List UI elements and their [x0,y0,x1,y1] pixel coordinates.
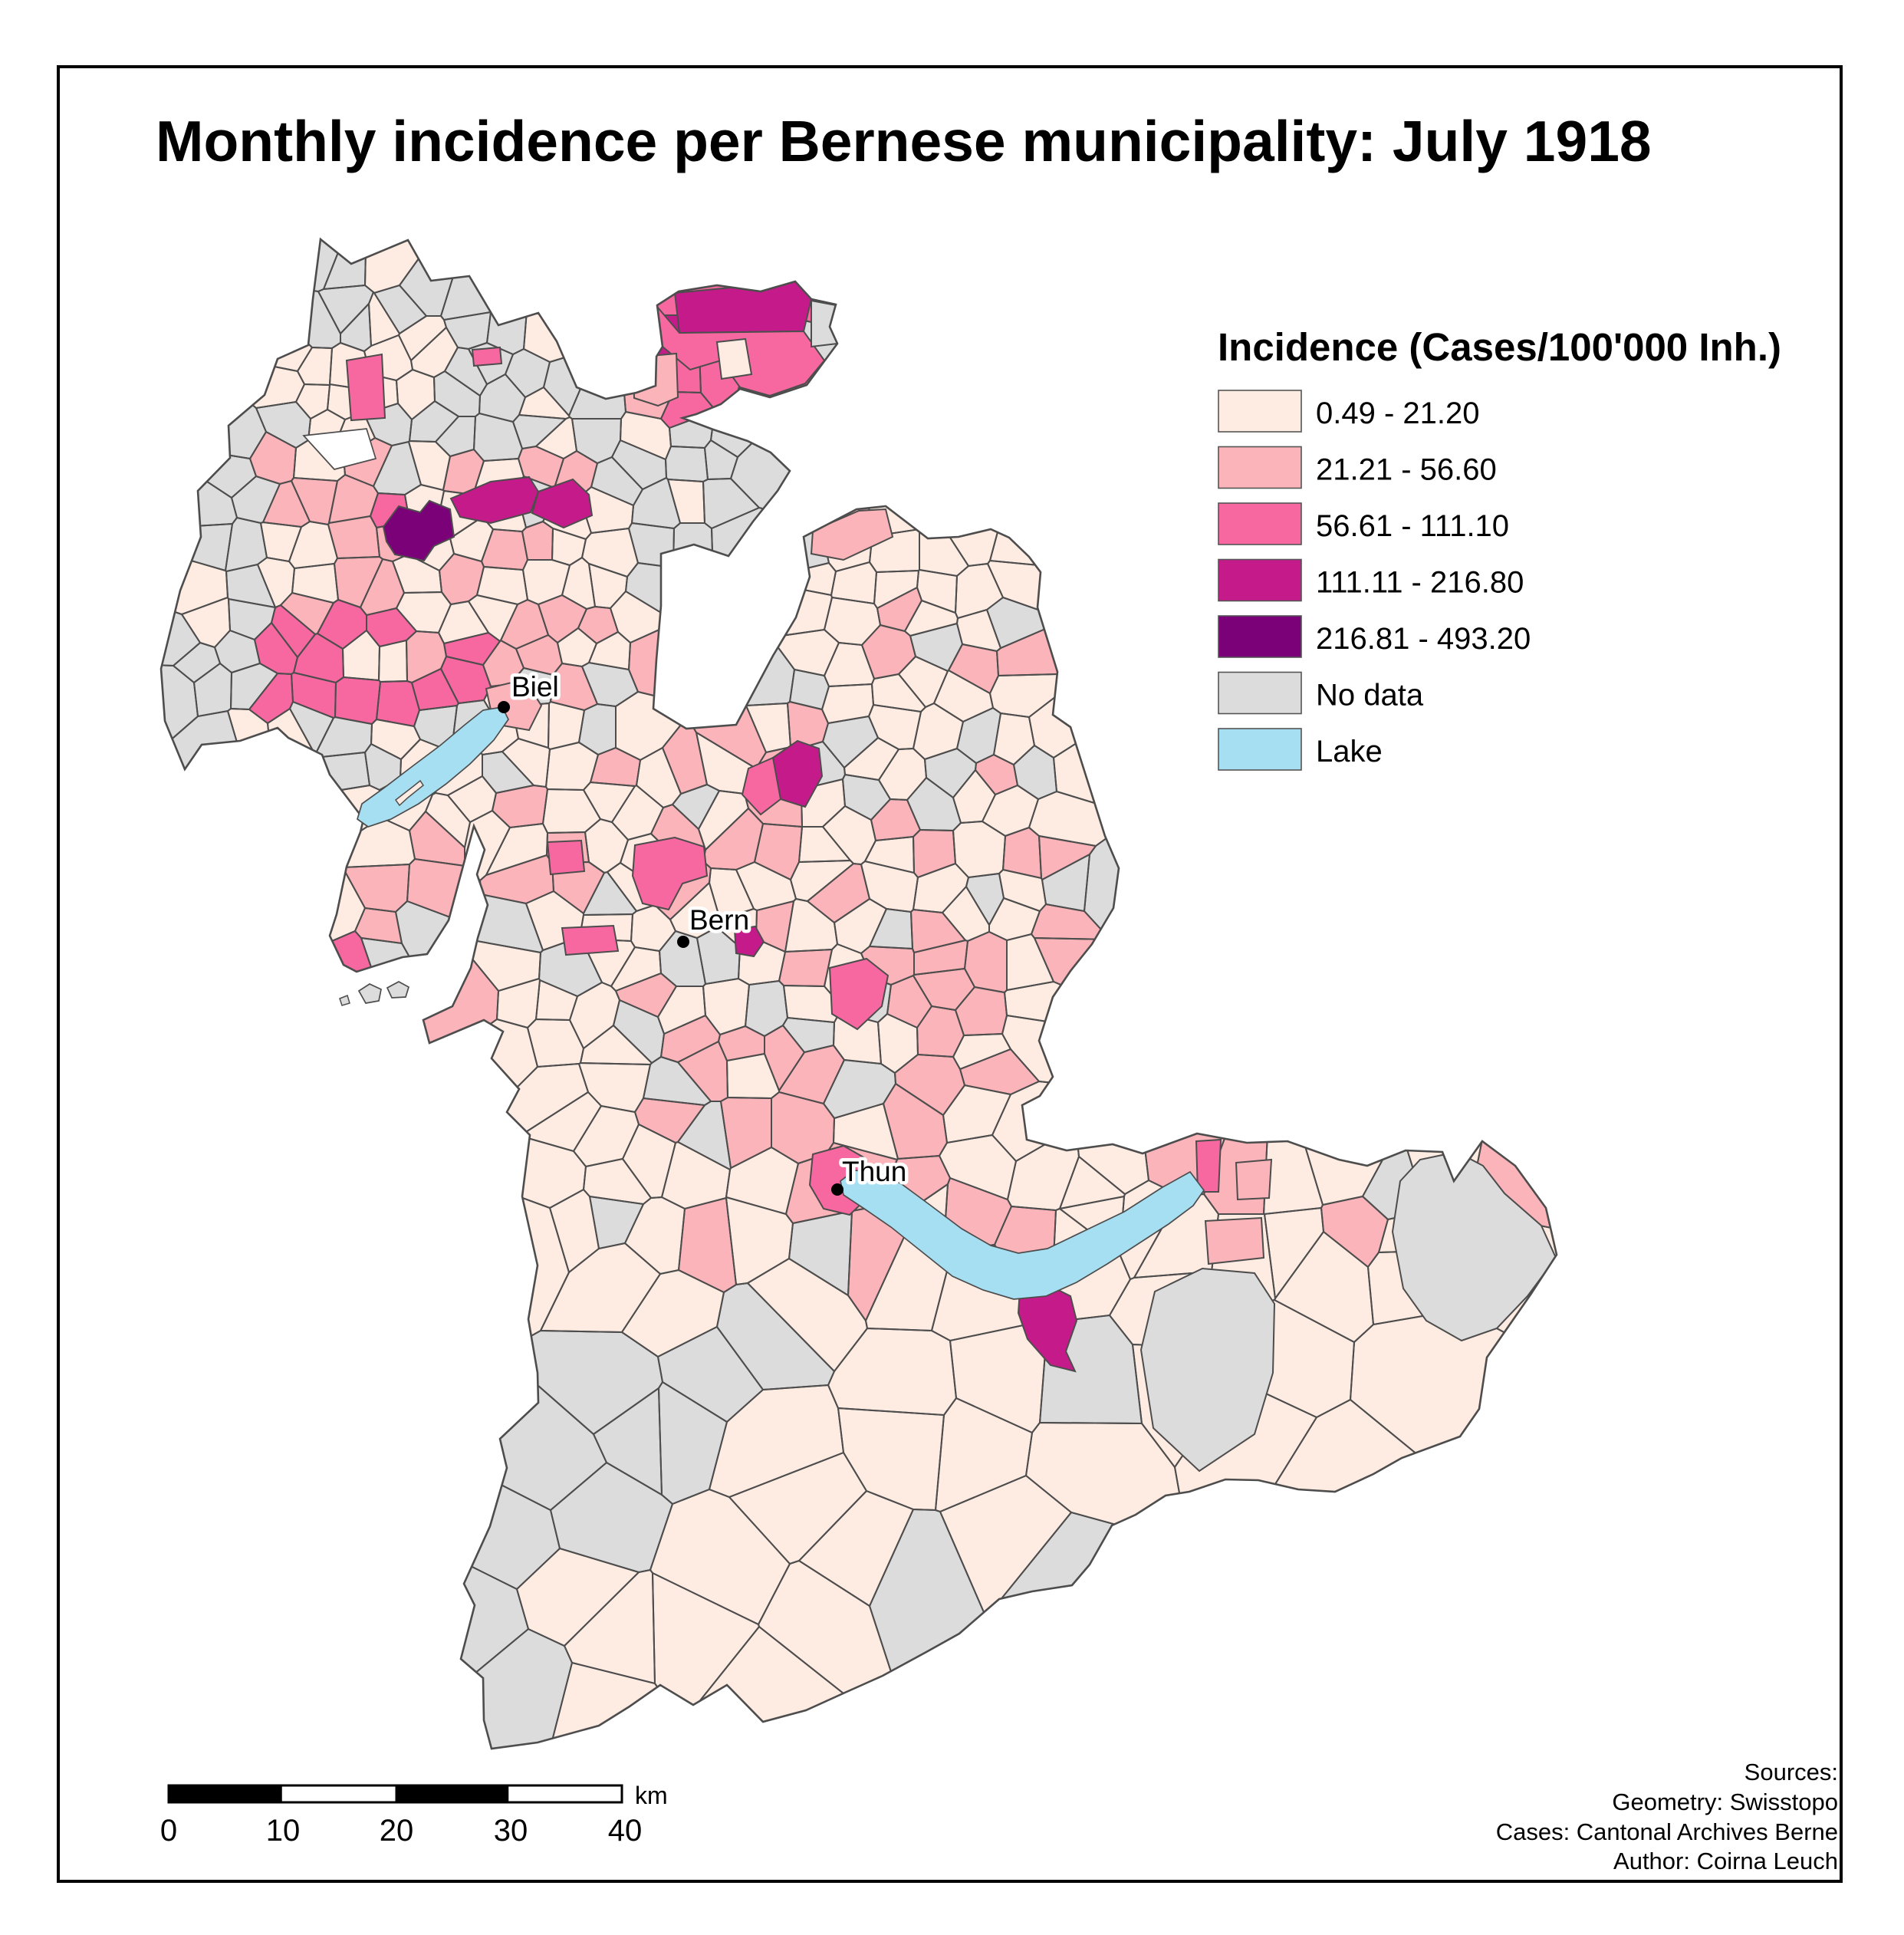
svg-text:Sources:: Sources: [1745,1759,1838,1785]
svg-text:20: 20 [380,1814,414,1848]
svg-text:21.21 - 56.60: 21.21 - 56.60 [1316,453,1497,487]
svg-text:40: 40 [608,1814,643,1848]
svg-text:Thun: Thun [842,1156,906,1187]
svg-text:Biel: Biel [511,671,559,703]
svg-text:216.81 - 493.20: 216.81 - 493.20 [1316,622,1531,656]
svg-text:Incidence (Cases/100'000 Inh.): Incidence (Cases/100'000 Inh.) [1218,325,1781,369]
svg-text:Geometry: Swisstopo: Geometry: Swisstopo [1612,1789,1838,1815]
svg-text:0: 0 [160,1814,177,1848]
svg-text:Cases: Cantonal Archives Berne: Cases: Cantonal Archives Berne [1496,1818,1838,1845]
svg-text:30: 30 [494,1814,528,1848]
svg-text:Lake: Lake [1316,735,1383,768]
svg-text:56.61 - 111.10: 56.61 - 111.10 [1316,509,1509,543]
svg-text:Monthly incidence per Bernese: Monthly incidence per Bernese municipali… [156,109,1652,173]
svg-text:Author: Coirna Leuch: Author: Coirna Leuch [1613,1848,1838,1874]
svg-text:Bern: Bern [689,904,749,936]
svg-text:km: km [635,1782,668,1809]
svg-text:10: 10 [266,1814,301,1848]
svg-text:No data: No data [1316,679,1424,712]
svg-text:111.11 - 216.80: 111.11 - 216.80 [1316,566,1524,600]
svg-text:0.49 - 21.20: 0.49 - 21.20 [1316,397,1480,430]
